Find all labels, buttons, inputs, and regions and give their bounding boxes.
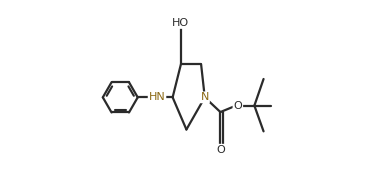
- Text: HO: HO: [172, 18, 189, 28]
- Text: HN: HN: [149, 92, 165, 102]
- Text: O: O: [233, 101, 242, 111]
- Text: N: N: [201, 92, 209, 102]
- Text: O: O: [216, 145, 225, 155]
